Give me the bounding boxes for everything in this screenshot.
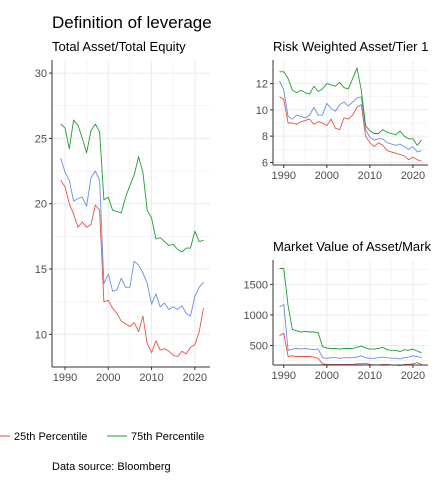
x-tick-label: 1990 <box>53 372 77 384</box>
plot-area-risk-weighted-asset <box>273 60 428 165</box>
series-line-75th-percentile-total-asset-equity <box>60 119 204 253</box>
y-tick-label: 1000 <box>244 310 268 322</box>
series-line-50th-percentile-risk-weighted-asset <box>279 80 422 153</box>
data-source-caption: Data source: Bloomberg <box>52 461 171 473</box>
series-line-50th-percentile-total-asset-equity <box>60 157 204 317</box>
y-tick-label: 12 <box>256 79 268 91</box>
panel-title-risk-weighted-asset: Risk Weighted Asset/Tier 1 <box>273 39 428 54</box>
x-tick-label: 2020 <box>401 170 425 182</box>
plot-area-market-value-asset <box>273 260 428 365</box>
x-tick-label: 2000 <box>315 170 339 182</box>
panel-risk-weighted-asset: Risk Weighted Asset/Tier 1 1990 2000 2010 2… <box>256 39 429 182</box>
legend-label-75th-percentile: 75th Percentile <box>131 431 204 443</box>
x-tick-label: 2020 <box>183 372 207 384</box>
panel-title-total-asset-equity: Total Asset/Total Equity <box>52 39 186 54</box>
series-line-50th-percentile-market-value-asset <box>279 304 422 360</box>
x-tick-label: 2000 <box>96 372 120 384</box>
x-tick-label: 1990 <box>272 370 296 382</box>
series-line-75th-percentile-risk-weighted-asset <box>279 67 422 146</box>
y-tick-label: 10 <box>35 329 47 341</box>
y-tick-label: 30 <box>35 68 47 80</box>
x-tick-label: 2010 <box>358 170 382 182</box>
figure-title: Definition of leverage <box>52 13 212 32</box>
legend-label-25th-percentile: 25th Percentile <box>14 431 87 443</box>
x-tick-label: 2000 <box>315 370 339 382</box>
x-tick-label: 2010 <box>358 370 382 382</box>
series-line-25th-percentile-total-asset-equity <box>60 179 204 357</box>
legend: 25th Percentile 75th Percentile <box>0 431 204 443</box>
y-tick-label: 500 <box>250 340 268 352</box>
y-tick-label: 25 <box>35 133 47 145</box>
x-tick-label: 2020 <box>401 370 425 382</box>
y-tick-label: 1500 <box>244 279 268 291</box>
y-tick-label: 6 <box>262 157 268 169</box>
panel-market-value-asset: Market Value of Asset/Mark 1990 2000 2010 2… <box>244 239 432 382</box>
plot-area-total-asset-equity <box>52 60 210 367</box>
panel-total-asset-equity: Total Asset/Total Equity 1990 2000 2010 202… <box>35 39 210 384</box>
y-tick-label: 15 <box>35 264 47 276</box>
panel-title-market-value-asset: Market Value of Asset/Mark <box>273 239 431 254</box>
series-line-75th-percentile-market-value-asset <box>279 268 422 354</box>
x-tick-label: 1990 <box>272 170 296 182</box>
y-tick-label: 20 <box>35 199 47 211</box>
series-line-25th-percentile-risk-weighted-asset <box>279 96 422 162</box>
y-tick-label: 8 <box>262 131 268 143</box>
y-tick-label: 10 <box>256 105 268 117</box>
x-tick-label: 2010 <box>139 372 163 384</box>
grid-total-asset-equity <box>52 60 210 368</box>
